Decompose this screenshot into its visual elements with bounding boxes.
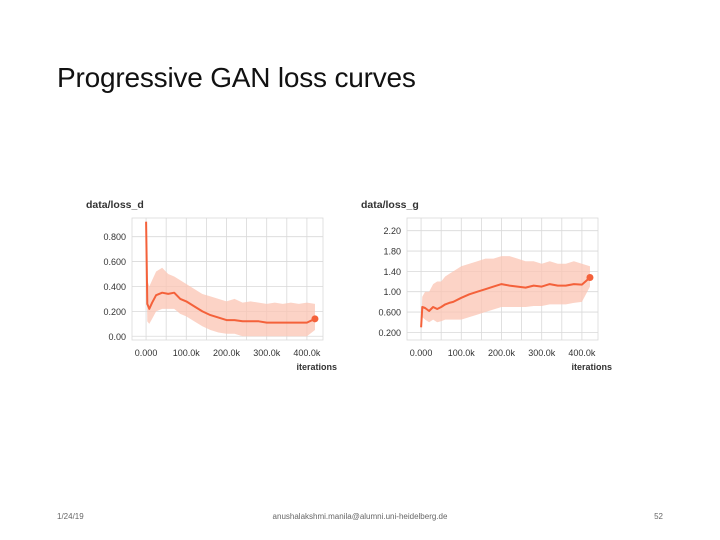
x-tick-label: 400.0k [293,348,321,358]
y-tick-label: 0.200 [378,328,401,338]
y-tick-label: 0.600 [378,308,401,318]
x-tick-label: 400.0k [568,348,596,358]
y-tick-label: 2.20 [383,226,401,236]
y-tick-label: 0.00 [108,332,126,342]
last-point-marker [586,273,594,281]
last-point-marker [311,315,319,323]
noise-band [421,256,590,328]
chart-title: data/loss_d [86,199,144,211]
x-tick-label: 0.000 [135,348,158,358]
loss-g-chart: data/loss_g 0.000 100.0k 200.0k 300.0k 400.0k… [355,190,625,380]
x-tick-label: 0.000 [410,348,433,358]
plot-frame [406,217,599,341]
y-tick-label: 1.00 [383,287,401,297]
y-tick-label: 0.600 [103,257,126,267]
y-tick-label: 1.80 [383,247,401,257]
plot-frame [131,217,324,341]
series-line [420,276,591,328]
x-tick-label: 200.0k [213,348,241,358]
footer-date: 1/24/19 [57,512,84,521]
y-tick-label: 0.400 [103,282,126,292]
x-tick-label: 100.0k [173,348,201,358]
noise-band [146,221,315,337]
x-tick-label: 300.0k [253,348,281,358]
x-tick-label: 200.0k [488,348,516,358]
slide-title: Progressive GAN loss curves [57,62,416,93]
x-axis-label: iterations [571,362,612,372]
chart-title: data/loss_g [361,199,419,211]
x-tick-label: 100.0k [448,348,476,358]
loss-g-chart-svg: data/loss_g 0.000 100.0k 200.0k 300.0k 400.0k… [361,199,612,372]
x-axis-label: iterations [296,362,337,372]
page-number: 52 [654,512,663,521]
x-tick-label: 300.0k [528,348,556,358]
y-tick-label: 1.40 [383,267,401,277]
loss-d-chart-svg: data/loss_d 0.000 100.0k 200.0k 300.0k 400.0k… [86,199,337,372]
loss-d-chart: data/loss_d 0.000 100.0k 200.0k 300.0k 400.0k… [80,190,350,380]
series-line [145,221,316,324]
y-tick-label: 0.800 [103,232,126,242]
footer-email: anushalakshmi.manila@alumni.uni-heidelbe… [272,512,448,521]
y-tick-label: 0.200 [103,307,126,317]
